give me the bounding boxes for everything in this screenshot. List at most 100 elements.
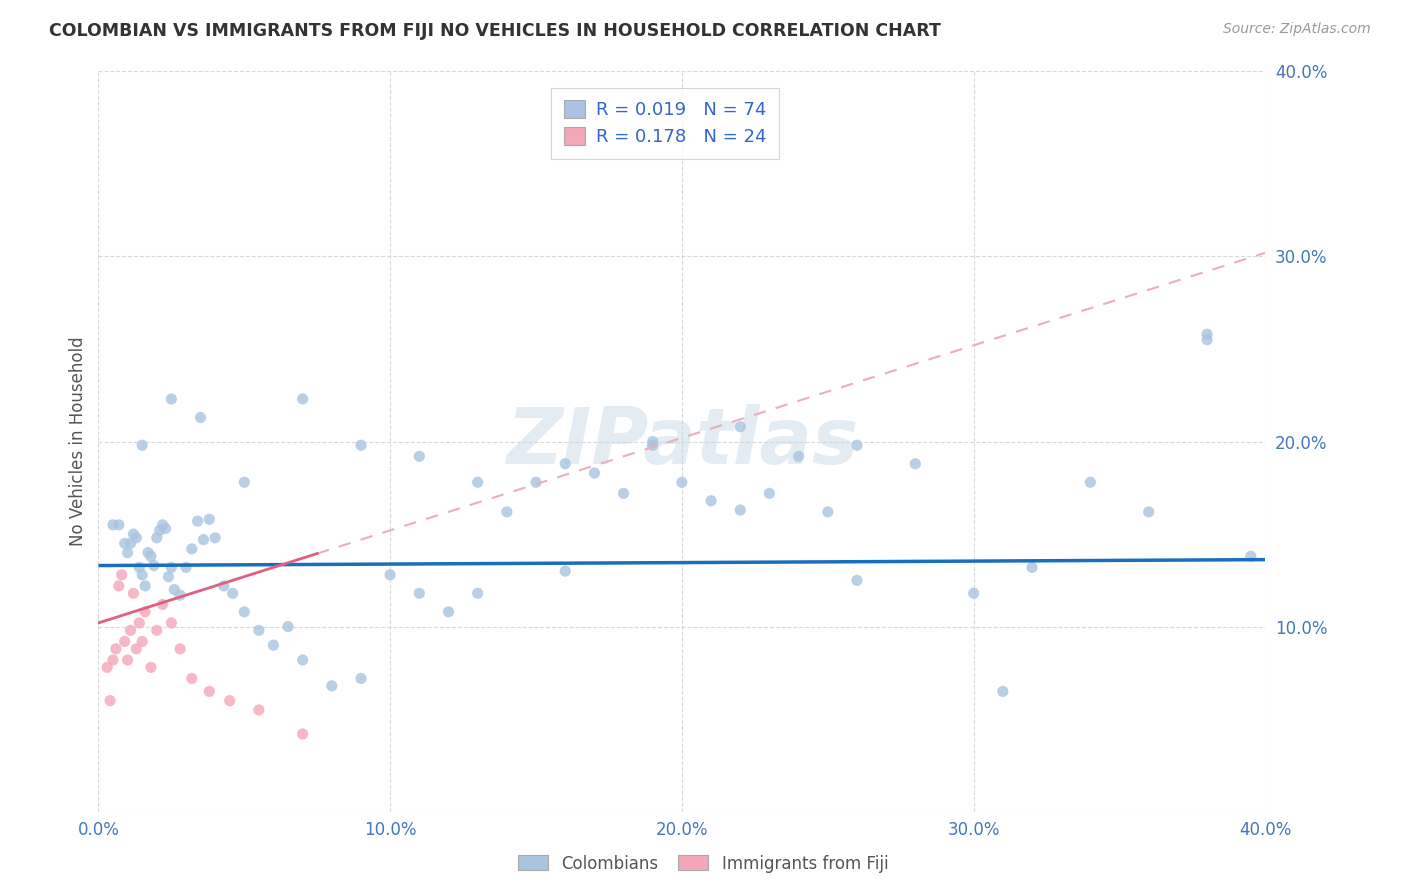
Point	[120, 624, 142, 638]
Point	[101, 653, 124, 667]
Point	[187, 514, 209, 528]
Point	[467, 586, 489, 600]
Point	[125, 641, 148, 656]
Legend: R = 0.019   N = 74, R = 0.178   N = 24: R = 0.019 N = 74, R = 0.178 N = 24	[551, 87, 779, 159]
Point	[180, 672, 202, 686]
Point	[437, 605, 460, 619]
Point	[641, 438, 664, 452]
Point	[163, 582, 186, 597]
Point	[193, 533, 215, 547]
Point	[1080, 475, 1102, 490]
Point	[221, 586, 243, 600]
Point	[108, 517, 131, 532]
Point	[350, 438, 373, 452]
Text: Source: ZipAtlas.com: Source: ZipAtlas.com	[1223, 22, 1371, 37]
Point	[146, 624, 169, 638]
Point	[212, 579, 235, 593]
Point	[131, 567, 153, 582]
Text: COLOMBIAN VS IMMIGRANTS FROM FIJI NO VEHICLES IN HOUSEHOLD CORRELATION CHART: COLOMBIAN VS IMMIGRANTS FROM FIJI NO VEH…	[49, 22, 941, 40]
Point	[671, 475, 693, 490]
Point	[1137, 505, 1160, 519]
Point	[204, 531, 226, 545]
Point	[277, 619, 299, 633]
Point	[846, 438, 869, 452]
Point	[101, 517, 124, 532]
Point	[524, 475, 547, 490]
Point	[125, 531, 148, 545]
Point	[218, 694, 240, 708]
Point	[160, 392, 183, 406]
Point	[174, 560, 197, 574]
Point	[98, 694, 121, 708]
Point	[198, 512, 221, 526]
Point	[190, 410, 212, 425]
Point	[962, 586, 984, 600]
Point	[467, 475, 489, 490]
Point	[117, 653, 139, 667]
Point	[134, 605, 156, 619]
Point	[152, 517, 174, 532]
Point	[233, 605, 256, 619]
Point	[131, 438, 153, 452]
Point	[758, 486, 780, 500]
Point	[554, 457, 576, 471]
Point	[134, 579, 156, 593]
Point	[904, 457, 927, 471]
Point	[846, 574, 869, 588]
Point	[114, 634, 136, 648]
Point	[149, 524, 172, 538]
Point	[583, 466, 606, 480]
Point	[120, 536, 142, 550]
Point	[117, 545, 139, 560]
Point	[111, 567, 134, 582]
Point	[612, 486, 634, 500]
Point	[155, 522, 177, 536]
Point	[146, 531, 169, 545]
Point	[139, 660, 162, 674]
Point	[104, 641, 127, 656]
Point	[198, 684, 221, 698]
Point	[1240, 549, 1263, 564]
Point	[380, 567, 402, 582]
Point	[1195, 333, 1218, 347]
Point	[136, 545, 159, 560]
Point	[787, 450, 810, 464]
Point	[247, 624, 270, 638]
Point	[169, 588, 191, 602]
Point	[96, 660, 118, 674]
Point	[496, 505, 519, 519]
Text: ZIPatlas: ZIPatlas	[506, 403, 858, 480]
Legend: Colombians, Immigrants from Fiji: Colombians, Immigrants from Fiji	[512, 848, 894, 880]
Point	[321, 679, 343, 693]
Point	[131, 634, 153, 648]
Point	[991, 684, 1014, 698]
Point	[142, 558, 165, 573]
Point	[700, 493, 723, 508]
Point	[350, 672, 373, 686]
Point	[730, 419, 752, 434]
Point	[247, 703, 270, 717]
Point	[291, 727, 314, 741]
Point	[122, 527, 145, 541]
Point	[128, 560, 150, 574]
Point	[139, 549, 162, 564]
Point	[730, 503, 752, 517]
Point	[157, 569, 180, 583]
Point	[408, 450, 430, 464]
Point	[291, 653, 314, 667]
Point	[641, 434, 664, 449]
Point	[114, 536, 136, 550]
Point	[108, 579, 131, 593]
Point	[291, 392, 314, 406]
Point	[408, 586, 430, 600]
Y-axis label: No Vehicles in Household: No Vehicles in Household	[69, 336, 87, 547]
Point	[160, 560, 183, 574]
Point	[169, 641, 191, 656]
Point	[262, 638, 284, 652]
Point	[180, 541, 202, 556]
Point	[152, 598, 174, 612]
Point	[817, 505, 839, 519]
Point	[1021, 560, 1043, 574]
Point	[233, 475, 256, 490]
Point	[128, 615, 150, 630]
